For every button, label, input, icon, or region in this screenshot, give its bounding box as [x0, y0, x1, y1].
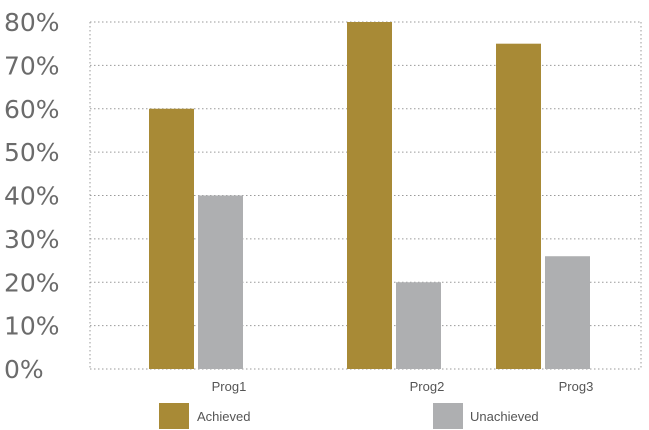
- legend-label-unachieved: Unachieved: [470, 409, 539, 424]
- x-tick-label: Prog3: [559, 379, 594, 394]
- y-tick-label: 70%: [4, 51, 60, 80]
- bar-achieved-prog3: [496, 43, 541, 369]
- legend: Achieved Unachieved: [159, 403, 539, 429]
- y-axis-ticks: 0% 10% 20% 30% 40% 50% 60% 70% 80%: [4, 8, 60, 384]
- y-tick-label: 80%: [4, 8, 60, 37]
- y-tick-label: 60%: [4, 95, 60, 124]
- y-tick-label: 10%: [4, 312, 60, 341]
- bar-unachieved-prog2: [396, 282, 441, 369]
- x-axis-ticks: Prog1 Prog2 Prog3: [212, 379, 594, 394]
- bar-unachieved-prog3: [545, 256, 590, 369]
- x-tick-label: Prog1: [212, 379, 247, 394]
- y-tick-label: 30%: [4, 225, 60, 254]
- y-tick-label: 50%: [4, 138, 60, 167]
- x-tick-label: Prog2: [410, 379, 445, 394]
- legend-label-achieved: Achieved: [197, 409, 250, 424]
- bar-achieved-prog1: [149, 108, 194, 369]
- legend-swatch-achieved: [159, 403, 189, 429]
- gridlines: [89, 21, 642, 370]
- y-tick-label: 20%: [4, 268, 60, 297]
- legend-swatch-unachieved: [433, 403, 463, 429]
- bars: [149, 22, 590, 369]
- bar-achieved-prog2: [347, 22, 392, 369]
- y-tick-label: 40%: [4, 182, 60, 211]
- y-tick-label: 0%: [4, 355, 44, 384]
- bar-unachieved-prog1: [198, 195, 243, 369]
